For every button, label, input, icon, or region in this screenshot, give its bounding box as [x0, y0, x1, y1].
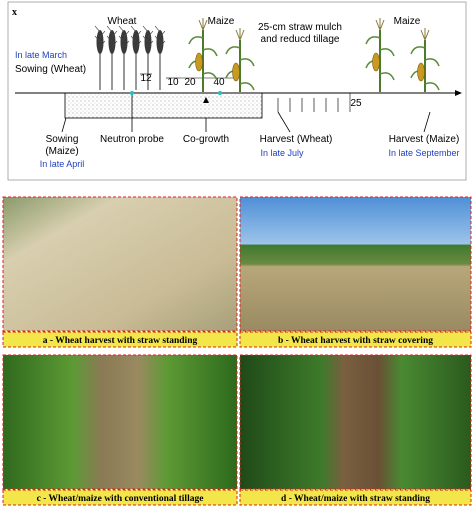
awn — [142, 25, 149, 33]
awn — [118, 25, 125, 33]
label: Maize — [394, 16, 421, 27]
awn — [106, 25, 113, 33]
date: In late March — [15, 50, 67, 60]
awn — [147, 30, 154, 38]
maize-leaf — [202, 72, 218, 81]
photo — [2, 196, 238, 332]
awn — [94, 25, 101, 33]
maize-cob — [372, 52, 380, 72]
pointer — [277, 111, 291, 133]
awn — [135, 30, 142, 38]
maize-cob — [232, 62, 240, 82]
label: Harvest (Wheat) — [260, 134, 333, 145]
tassel — [420, 28, 430, 41]
label: (Maize) — [45, 146, 78, 157]
caption: b - Wheat harvest with straw covering — [278, 336, 433, 346]
tassel — [375, 18, 385, 31]
maize-leaf — [424, 82, 440, 91]
label: Sowing (Wheat) — [15, 64, 86, 75]
awn — [123, 40, 130, 48]
pointer — [423, 111, 431, 133]
label: Sowing — [46, 134, 79, 145]
label: and reducd tillage — [261, 34, 340, 45]
label: Maize — [208, 16, 235, 27]
maize-leaf — [225, 46, 241, 55]
awn — [159, 30, 166, 38]
maize-cob — [417, 62, 425, 82]
arrowhead — [455, 90, 462, 96]
awn — [135, 40, 142, 48]
awn — [94, 35, 101, 43]
maize-leaf — [202, 48, 218, 57]
maize-leaf — [188, 36, 204, 45]
caption-bar — [239, 489, 472, 506]
awn — [154, 35, 161, 43]
caption-bar — [2, 489, 238, 506]
dimension: 25 — [350, 98, 362, 109]
awn — [106, 35, 113, 43]
caption-bar — [2, 331, 238, 348]
dimension: 10 — [167, 77, 179, 88]
awn — [147, 40, 154, 48]
date: In late July — [260, 148, 304, 158]
photo — [239, 354, 472, 490]
caption-bar — [239, 331, 472, 348]
maize-leaf — [239, 58, 255, 67]
awn — [111, 30, 118, 38]
maize-leaf — [239, 82, 255, 91]
caption: d - Wheat/maize with straw standing — [281, 494, 430, 504]
awn — [142, 35, 149, 43]
awn — [159, 40, 166, 48]
dimension: 40 — [213, 77, 225, 88]
label: Wheat — [108, 16, 137, 27]
awn — [118, 35, 125, 43]
dimension: 20 — [184, 77, 196, 88]
panel-letter: x — [12, 7, 17, 18]
pointers — [61, 95, 431, 133]
awn — [99, 30, 106, 38]
awn — [99, 40, 106, 48]
caption: a - Wheat harvest with straw standing — [43, 336, 198, 346]
soil-plot — [64, 92, 263, 119]
label: Co-growth — [183, 134, 229, 145]
photo — [2, 354, 238, 490]
label: Harvest (Maize) — [389, 134, 460, 145]
maize-leaf — [424, 58, 440, 67]
maize-leaf — [365, 36, 381, 45]
awn — [154, 25, 161, 33]
date: In late September — [388, 148, 459, 158]
tassel — [235, 28, 245, 41]
awn — [123, 30, 130, 38]
label: Neutron probe — [100, 134, 164, 145]
marker — [203, 97, 209, 103]
tassel — [198, 18, 208, 31]
caption: c - Wheat/maize with conventional tillag… — [37, 494, 204, 504]
pointer — [61, 117, 67, 133]
maize-leaf — [410, 46, 426, 55]
date: In late April — [40, 159, 85, 169]
awn — [130, 35, 137, 43]
probe — [130, 91, 134, 95]
awn — [111, 40, 118, 48]
photo — [239, 196, 472, 332]
label: 25-cm straw mulch — [258, 22, 342, 33]
awn — [130, 25, 137, 33]
maize-cob — [195, 52, 203, 72]
probe — [218, 91, 222, 95]
dimension: 12 — [140, 73, 152, 84]
maize-leaf — [379, 48, 395, 57]
maize-leaf — [379, 72, 395, 81]
